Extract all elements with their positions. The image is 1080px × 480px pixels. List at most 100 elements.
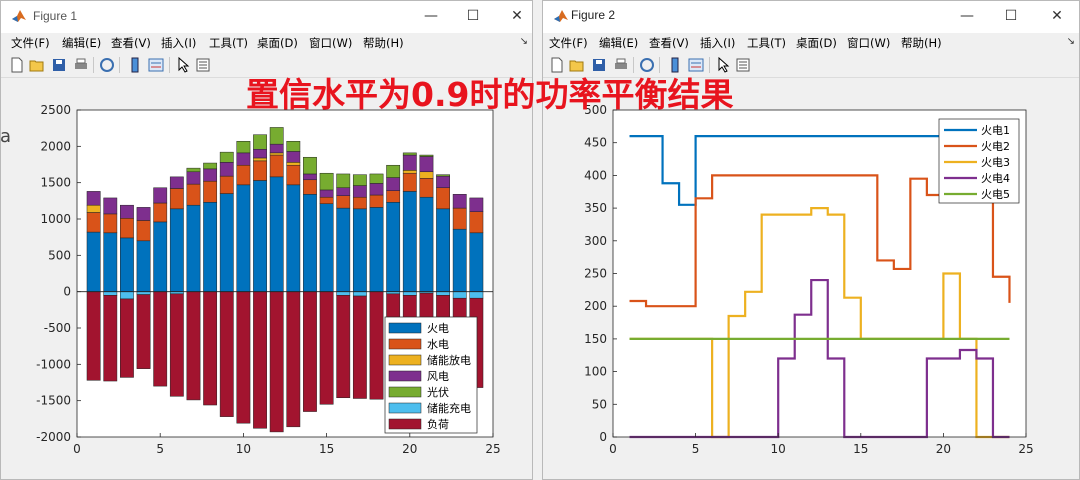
insert-colorbar-icon[interactable] [127,57,143,73]
legend-label: 负荷 [427,417,449,431]
bar-segment [103,291,118,296]
y-tick-label: 2500 [40,103,71,117]
menu-view[interactable]: 查看(V) [111,36,151,50]
legend-swatch [388,402,422,414]
bar-segment [236,164,251,186]
bar-segment [419,178,434,198]
property-inspector-icon[interactable] [735,57,751,73]
y-tick-label: 500 [48,248,71,262]
matlab-logo-icon [553,8,569,24]
toolbar-separator [659,57,660,73]
menu-file[interactable]: 文件(F) [11,36,50,50]
bar-segment [153,202,168,223]
minimize-button[interactable]: — [960,8,974,24]
bar-segment [469,197,484,212]
overlay-title: 置信水平为0.9时的功率平衡结果 [246,75,734,114]
x-tick-label: 20 [402,442,417,456]
insert-legend-icon[interactable] [148,57,164,73]
insert-legend-icon[interactable] [688,57,704,73]
legend-label: 火电3 [981,156,1010,169]
maximize-button[interactable]: ☐ [466,8,480,24]
menu-tools[interactable]: 工具(T) [747,36,786,50]
menu-file[interactable]: 文件(F) [549,36,588,50]
menu-help[interactable]: 帮助(H) [363,36,404,50]
menu-tools[interactable]: 工具(T) [209,36,248,50]
series-line [629,135,1010,206]
close-button[interactable]: ✕ [1051,8,1063,24]
open-file-icon[interactable] [569,57,585,73]
bar-segment [236,184,251,292]
bar-segment [103,295,118,382]
bar-segment [153,291,168,387]
pointer-icon[interactable] [175,57,191,73]
insert-colorbar-icon[interactable] [667,57,683,73]
figure1-window: Figure 1 — ☐ ✕ 文件(F) 编辑(E) 查看(V) 插入(I) 工… [0,0,533,480]
menu-desktop[interactable]: 桌面(D) [257,36,298,50]
x-tick-label: 10 [771,442,786,456]
bar-segment [186,291,201,401]
figure1-titlebar[interactable]: Figure 1 — ☐ ✕ [1,1,532,33]
save-icon[interactable] [591,57,607,73]
menu-window[interactable]: 窗口(W) [309,36,353,50]
menu-edit[interactable]: 编辑(E) [62,36,102,50]
legend-label: 储能充电 [427,401,471,415]
bar-segment [219,291,234,417]
bar-segment [153,221,168,292]
open-file-icon[interactable] [29,57,45,73]
bar-segment [386,164,401,178]
bar-segment [352,174,367,186]
print-icon[interactable] [73,57,89,73]
bar-segment [436,174,450,177]
link-plot-icon[interactable] [639,57,655,73]
maximize-button[interactable]: ☐ [1004,8,1018,24]
menu-insert[interactable]: 插入(I) [161,36,197,50]
figure2-titlebar[interactable]: Figure 2 — ☐ ✕ [543,1,1079,33]
menu-view[interactable]: 查看(V) [649,36,689,50]
menu-desktop[interactable]: 桌面(D) [796,36,837,50]
bar-segment [369,207,384,292]
bar-segment [402,291,417,296]
minimize-button[interactable]: — [424,8,438,24]
bar-segment [203,291,218,406]
bar-segment [419,154,434,157]
bar-segment [253,160,267,181]
bar-segment [103,197,118,215]
close-button[interactable]: ✕ [511,8,523,24]
bar-segment [336,195,351,209]
bar-segment [436,291,450,296]
bar-segment [253,157,267,162]
bar-segment [369,291,384,400]
new-figure-icon[interactable] [9,57,25,73]
bar-segment [186,183,201,206]
bar-segment [386,190,401,203]
legend-label: 光伏 [427,385,449,399]
print-icon[interactable] [613,57,629,73]
dock-arrow-icon[interactable]: ↘ [519,36,528,47]
bar-segment [336,187,351,196]
bar-segment [319,189,334,198]
menu-insert[interactable]: 插入(I) [700,36,736,50]
x-tick-label: 0 [609,442,617,456]
property-inspector-icon[interactable] [195,57,211,73]
figure2-title: Figure 2 [571,8,616,22]
menu-window[interactable]: 窗口(W) [847,36,891,50]
stacked-bar-chart: -2000 -1500 -1000 -500 0 500 1000 1500 2000 2500 0… [36,103,501,456]
matlab-logo-icon [11,8,27,24]
y-tick-label: 200 [584,299,607,313]
dock-arrow-icon[interactable]: ↘ [1066,36,1075,47]
y-tick-label: 1000 [40,212,71,226]
bar-segment [286,162,301,166]
menu-help[interactable]: 帮助(H) [901,36,942,50]
y-tick-label: 450 [584,136,607,150]
bar-segment [303,179,317,195]
y-tick-label: 400 [584,168,607,182]
pointer-icon[interactable] [715,57,731,73]
bar-segment [203,180,218,203]
bar-segment [203,162,218,170]
menu-edit[interactable]: 编辑(E) [599,36,639,50]
bar-segment [86,212,101,233]
save-icon[interactable] [51,57,67,73]
new-figure-icon[interactable] [549,57,565,73]
bar-segment [319,203,334,292]
link-plot-icon[interactable] [99,57,115,73]
